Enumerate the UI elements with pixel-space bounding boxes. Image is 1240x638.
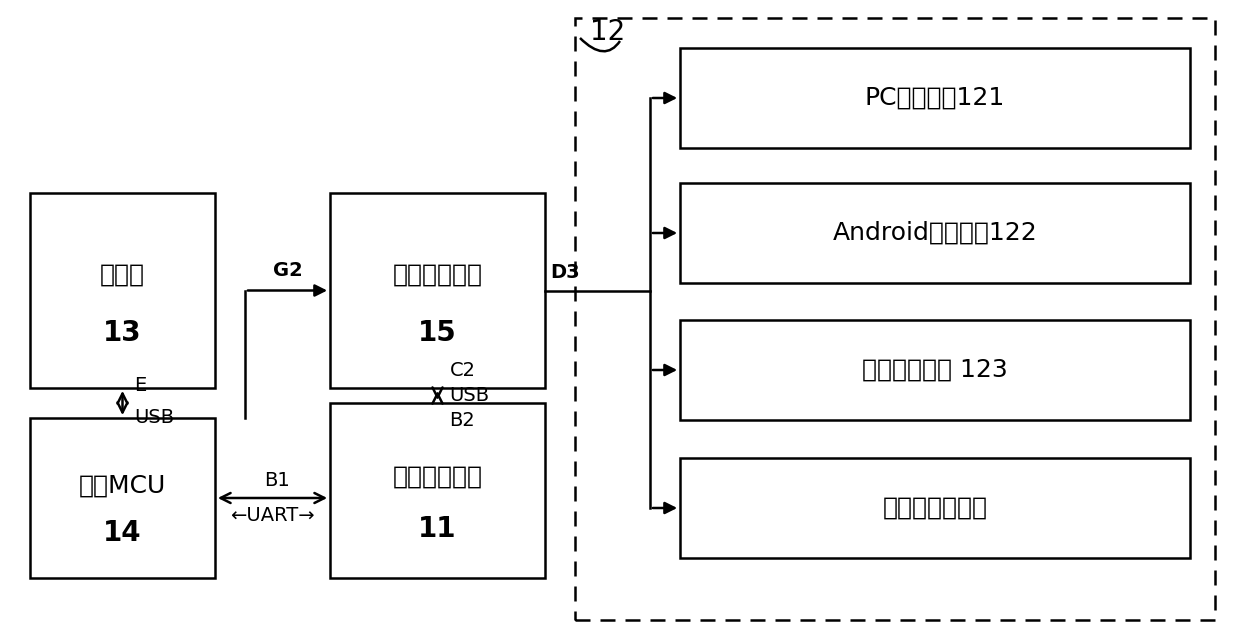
Text: 15: 15 — [418, 320, 456, 348]
Text: 12: 12 — [590, 18, 625, 46]
Text: 主茈片: 主茈片 — [100, 263, 145, 287]
Bar — [680, 183, 1190, 283]
Text: B2: B2 — [449, 410, 475, 429]
Text: 第二MCU: 第二MCU — [79, 473, 166, 497]
Text: D3: D3 — [551, 263, 579, 283]
Text: 14: 14 — [103, 519, 141, 547]
Text: 触摸转接模块: 触摸转接模块 — [393, 464, 482, 489]
Text: USB: USB — [449, 386, 490, 405]
Bar — [330, 193, 546, 388]
Text: 第二切换开关: 第二切换开关 — [393, 263, 482, 287]
Text: G2: G2 — [273, 262, 303, 281]
Text: 其他信号源接口: 其他信号源接口 — [883, 496, 987, 520]
Text: USB: USB — [134, 408, 175, 427]
Bar — [680, 458, 1190, 558]
Bar — [30, 193, 215, 388]
Text: 11: 11 — [418, 515, 456, 543]
Text: C2: C2 — [449, 362, 475, 380]
Text: PC模块接口121: PC模块接口121 — [864, 86, 1006, 110]
Bar — [330, 403, 546, 578]
Bar — [30, 418, 215, 578]
Text: Android模块接口122: Android模块接口122 — [832, 221, 1038, 245]
Bar — [680, 48, 1190, 148]
Text: ←UART→: ←UART→ — [231, 506, 315, 525]
Text: E: E — [134, 376, 146, 395]
Text: 无线收发模组 123: 无线收发模组 123 — [862, 358, 1008, 382]
Text: B1: B1 — [264, 471, 290, 490]
Bar — [680, 320, 1190, 420]
Bar — [575, 18, 1215, 620]
Text: 13: 13 — [103, 320, 141, 348]
